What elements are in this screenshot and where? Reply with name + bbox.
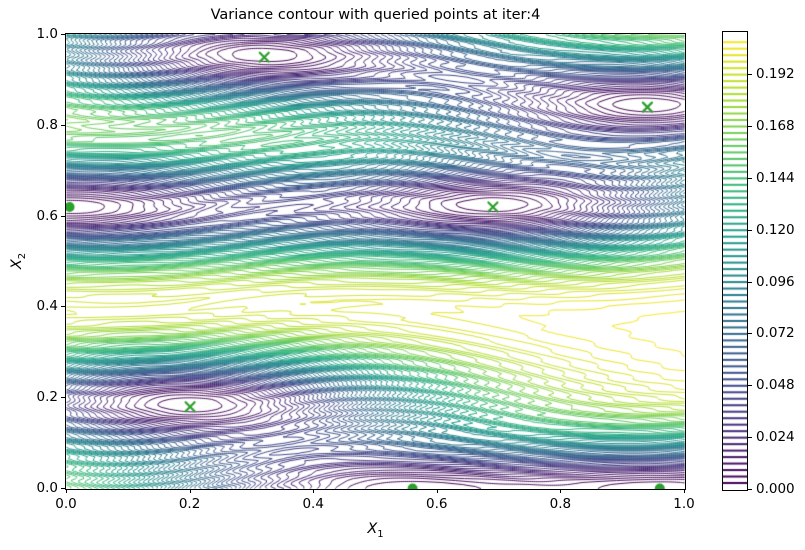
x-tick-mark <box>66 489 67 493</box>
colorbar-tick-mark <box>748 125 752 127</box>
y-tick-mark <box>61 34 65 35</box>
colorbar-tick-mark <box>748 281 752 283</box>
x-tick-label: 0.2 <box>178 496 201 512</box>
x-axis-label: X1 <box>66 521 685 540</box>
x-tick-label: 0.0 <box>55 496 77 512</box>
colorbar-tick-label: 0.000 <box>756 481 795 497</box>
colorbar-canvas <box>723 32 747 490</box>
colorbar-tick-mark <box>748 437 752 439</box>
colorbar-tick-mark <box>748 177 752 179</box>
contour-plot-canvas <box>66 34 685 489</box>
x-tick-label: 0.6 <box>426 496 448 512</box>
y-tick-mark <box>61 306 65 308</box>
y-tick-mark <box>61 488 65 489</box>
x-tick-mark <box>189 489 191 493</box>
x-tick-mark <box>313 489 315 493</box>
y-tick-label: 0.6 <box>36 207 58 224</box>
y-tick-label: 0.0 <box>36 480 58 496</box>
x-axis-label-sub: 1 <box>377 528 384 540</box>
colorbar-tick-mark <box>748 333 752 335</box>
y-tick-mark <box>61 397 65 399</box>
x-tick-mark <box>684 489 685 493</box>
colorbar-tick-label: 0.192 <box>756 66 795 83</box>
y-tick-label: 0.2 <box>36 389 58 406</box>
colorbar-tick-label: 0.120 <box>756 221 795 238</box>
colorbar-tick-mark <box>748 489 752 490</box>
y-tick-mark <box>61 215 65 217</box>
colorbar-tick-label: 0.168 <box>756 117 795 134</box>
plot-area <box>65 33 686 490</box>
x-tick-label: 0.8 <box>549 496 572 512</box>
y-axis-label: X2 <box>9 231 28 291</box>
x-tick-mark <box>436 489 438 493</box>
y-axis-label-sub: 2 <box>16 252 28 260</box>
colorbar-tick-mark <box>748 229 752 231</box>
x-tick-label: 0.4 <box>302 496 324 512</box>
colorbar-tick-label: 0.048 <box>756 377 795 394</box>
colorbar-tick-label: 0.144 <box>756 169 795 186</box>
y-tick-label: 1.0 <box>36 26 58 42</box>
x-axis-label-var: X <box>367 521 378 537</box>
x-tick-label: 1.0 <box>673 496 695 512</box>
chart-title: Variance contour with queried points at … <box>210 7 541 23</box>
y-axis-label-var: X <box>9 259 25 270</box>
y-tick-label: 0.8 <box>36 116 58 133</box>
x-tick-mark <box>560 489 562 493</box>
colorbar-tick-mark <box>748 385 752 387</box>
colorbar-tick-label: 0.096 <box>756 273 795 290</box>
y-tick-label: 0.4 <box>36 298 58 315</box>
y-tick-mark <box>61 124 65 126</box>
colorbar <box>722 31 748 491</box>
colorbar-tick-label: 0.024 <box>756 429 795 446</box>
colorbar-tick-mark <box>748 74 752 76</box>
colorbar-tick-label: 0.072 <box>756 325 795 342</box>
